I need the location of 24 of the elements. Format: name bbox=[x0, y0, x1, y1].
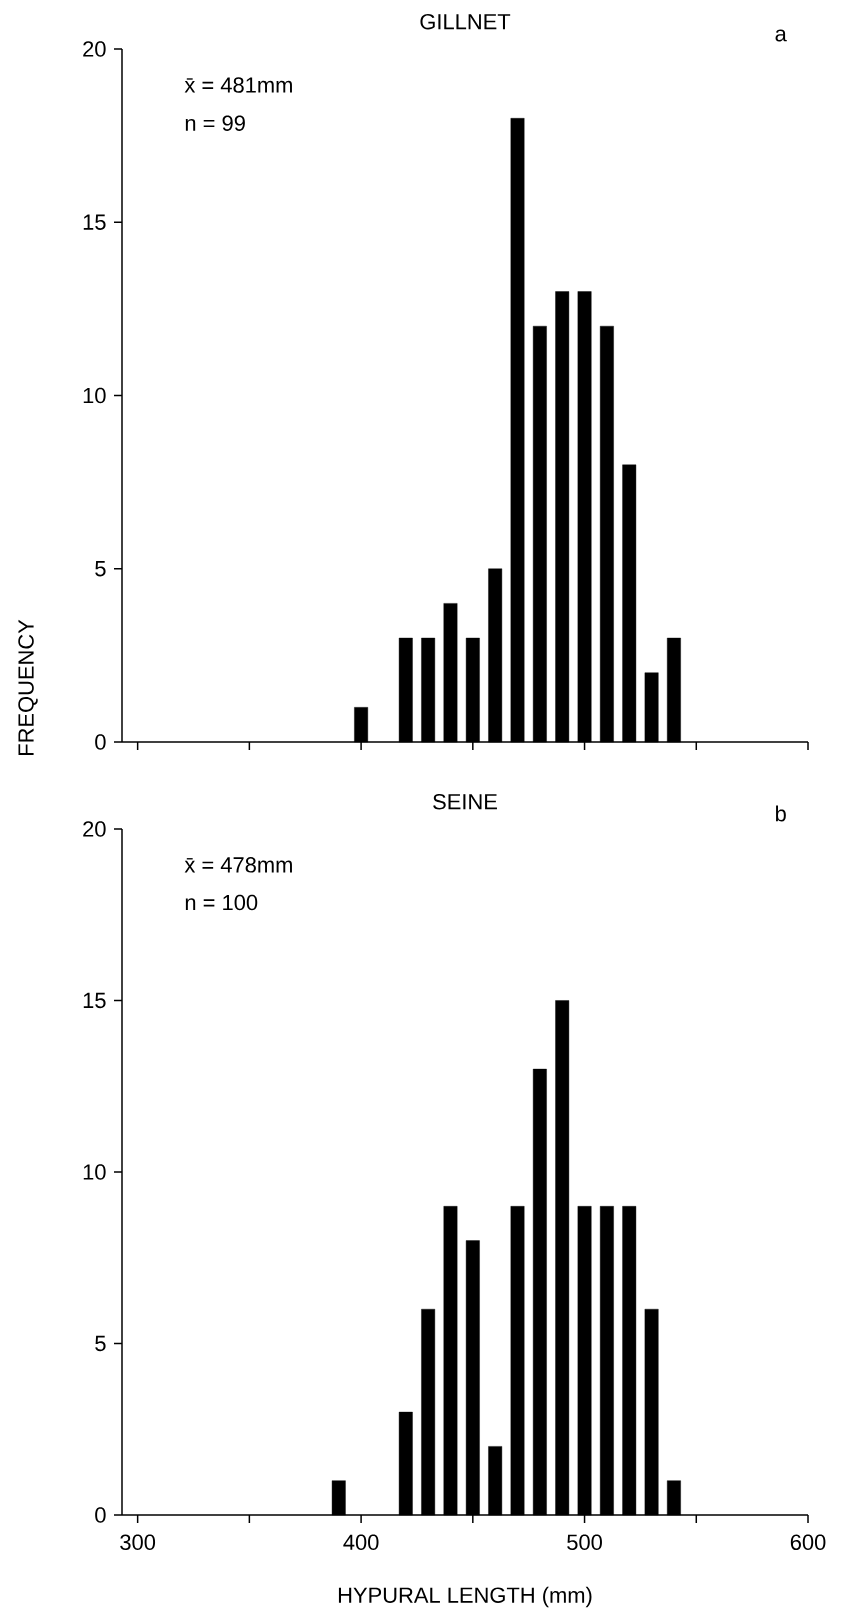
x-tick-label: 600 bbox=[790, 1534, 826, 1551]
x-tick-label: 400 bbox=[343, 1534, 379, 1551]
y-tick-label: 0 bbox=[95, 734, 106, 750]
y-tick-label: 10 bbox=[83, 387, 106, 404]
y-axis-title: FREQUENCY bbox=[18, 619, 38, 755]
annotation: x̄ = 478mm bbox=[184, 857, 292, 873]
y-tick-label: 20 bbox=[83, 821, 106, 837]
y-tick-label: 15 bbox=[83, 214, 106, 230]
annotation: n = 100 bbox=[185, 894, 258, 911]
y-tick-label: 5 bbox=[95, 561, 106, 577]
y-tick-label: 20 bbox=[83, 41, 106, 57]
y-tick-label: 5 bbox=[95, 1335, 106, 1352]
x-axis-title: HYPURAL LENGTH (mm) bbox=[338, 1586, 592, 1608]
y-tick-label: 15 bbox=[83, 992, 106, 1009]
text: b bbox=[776, 805, 786, 822]
chart-title: GILLNET bbox=[420, 13, 511, 30]
text: a bbox=[775, 29, 787, 42]
x-tick-label: 300 bbox=[120, 1534, 156, 1551]
x-tick-label: 500 bbox=[567, 1534, 602, 1551]
annotation: x̄ = 481mm bbox=[184, 77, 292, 93]
y-tick-label: 10 bbox=[83, 1164, 106, 1180]
chart-title: SEINE bbox=[433, 793, 497, 810]
annotation: n = 99 bbox=[185, 115, 245, 131]
y-tick-label: 0 bbox=[95, 1507, 106, 1523]
